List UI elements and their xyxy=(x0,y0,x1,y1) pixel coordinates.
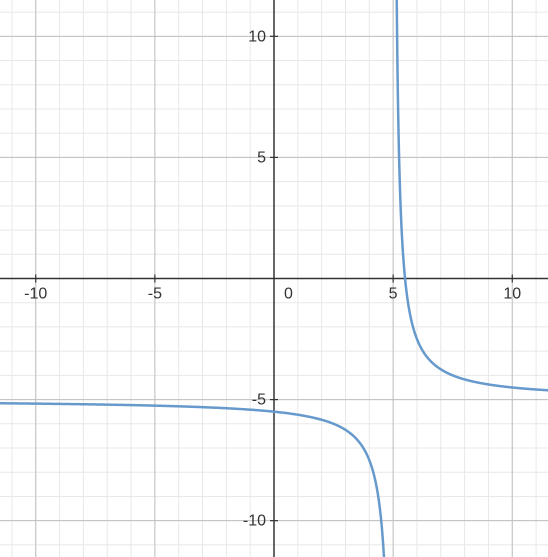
y-tick-label: 5 xyxy=(257,149,266,166)
x-tick-label: 0 xyxy=(284,286,293,303)
x-tick-label: -10 xyxy=(24,286,47,303)
graph-plot: -10 -5 0 5 10 -10 -5 5 10 xyxy=(0,0,548,557)
x-tick-label: 5 xyxy=(389,286,398,303)
x-tick-label: -5 xyxy=(148,286,162,303)
y-tick-label: -10 xyxy=(243,513,266,530)
y-tick-label: -5 xyxy=(252,392,266,409)
x-tick-label: 10 xyxy=(503,286,521,303)
y-tick-label: 10 xyxy=(248,28,266,45)
plot-svg: -10 -5 0 5 10 -10 -5 5 10 xyxy=(0,0,548,557)
